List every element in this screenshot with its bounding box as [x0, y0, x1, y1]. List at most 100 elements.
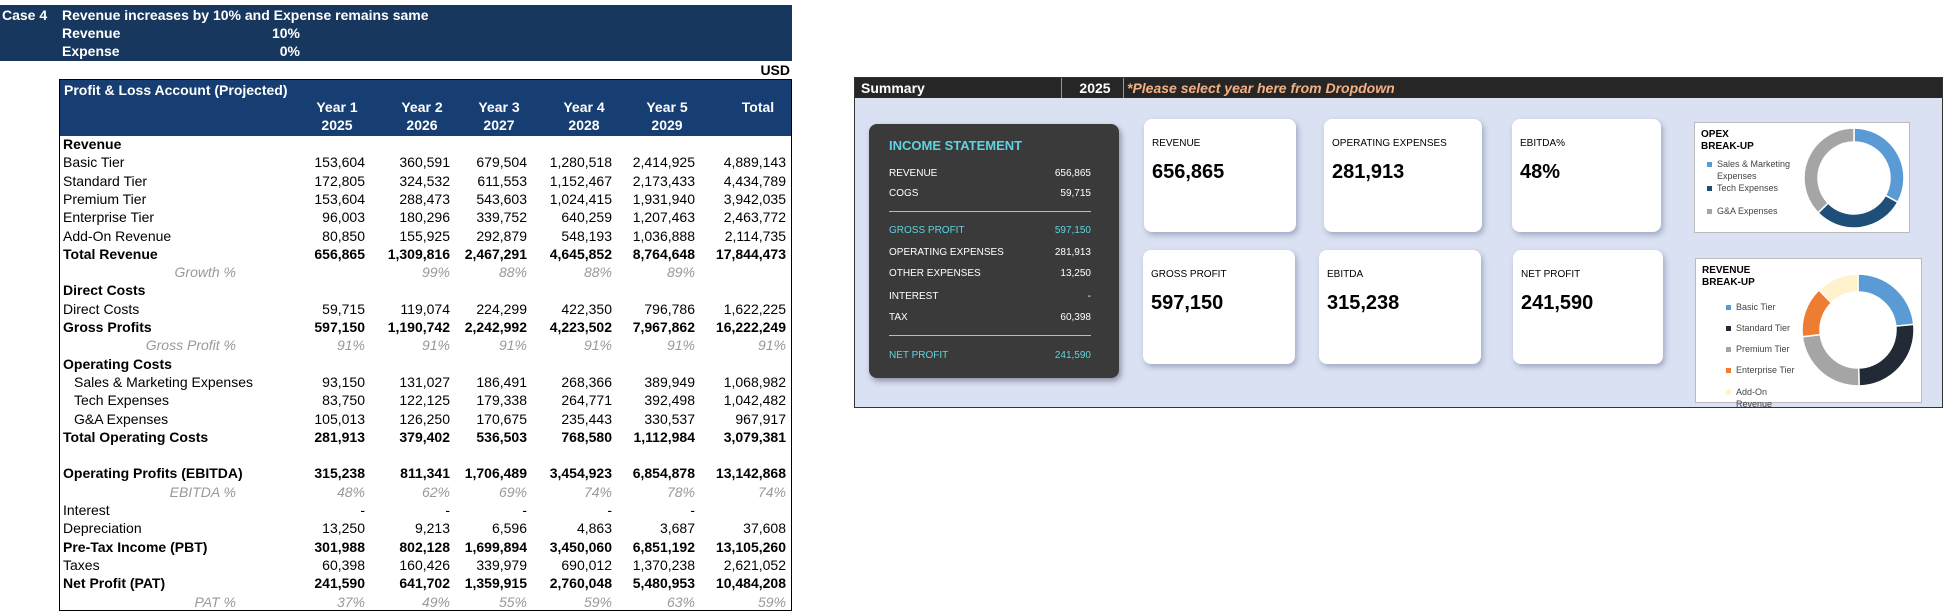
cell: 37,608: [743, 520, 786, 537]
cell: 796,786: [644, 300, 695, 317]
row-label: Total Revenue: [63, 245, 158, 262]
cell: 339,979: [476, 556, 527, 573]
row-label: Gross Profits: [63, 319, 152, 335]
cell: 656,865: [314, 245, 365, 262]
row-label: Total Operating Costs: [63, 428, 209, 445]
cell: 768,580: [561, 428, 612, 445]
cell: 264,771: [561, 392, 612, 409]
cell: 88%: [583, 264, 612, 281]
cell: 1,699,894: [464, 538, 527, 555]
cell: 119,074: [400, 300, 450, 317]
cell: 96,003: [322, 209, 365, 226]
assumption-label: Expense: [62, 43, 120, 59]
legend-label: Tech Expenses: [1717, 183, 1779, 193]
currency: USD: [760, 62, 790, 78]
donut-slice: [1803, 127, 1855, 214]
cell: 80,850: [322, 227, 365, 244]
cell: 16,222,249: [715, 319, 786, 335]
cell: 13,105,260: [715, 538, 786, 555]
legend-label: Basic Tier: [1736, 302, 1776, 312]
cell: 63%: [666, 593, 695, 610]
cell: 389,949: [644, 373, 695, 390]
kpi-label: REVENUE: [1152, 138, 1201, 149]
cell: 186,491: [476, 373, 527, 390]
cell: 802,128: [399, 538, 450, 555]
column-label: Total: [741, 99, 775, 115]
cell: 339,752: [476, 209, 527, 226]
income-label: REVENUE: [889, 168, 938, 179]
cell: 2,414,925: [632, 154, 695, 171]
divider: [889, 335, 1091, 336]
cell: 379,402: [399, 428, 450, 445]
row-label: Sales & Marketing Expenses: [74, 373, 253, 390]
cell: 6,851,192: [632, 538, 695, 555]
column-label: Year 1: [316, 99, 358, 115]
row-label: G&A Expenses: [74, 410, 169, 427]
cell: -: [522, 502, 527, 518]
legend-label: Enterprise Tier: [1736, 365, 1795, 375]
kpi-value: 315,238: [1327, 292, 1400, 314]
income-label: TAX: [889, 312, 908, 323]
cell: 301,988: [314, 538, 365, 555]
cell: 4,434,789: [723, 172, 786, 189]
row-label: Direct Costs: [63, 282, 146, 299]
cell: 392,498: [644, 392, 695, 409]
row-label: Basic Tier: [63, 154, 125, 171]
column-label: Year 2: [401, 99, 443, 115]
cell: 288,473: [399, 190, 450, 207]
cell: 315,238: [314, 465, 365, 482]
row-label: Revenue: [63, 136, 122, 152]
kpi-value: 281,913: [1332, 161, 1405, 183]
cell: 60,398: [322, 556, 365, 573]
cell: 2,173,433: [632, 172, 695, 189]
row-label: EBITDA %: [169, 483, 236, 500]
row-label: Depreciation: [63, 520, 142, 537]
row-label: Growth %: [174, 264, 236, 281]
cell: 4,863: [576, 520, 612, 537]
legend-swatch: [1707, 186, 1712, 191]
cell: 13,142,868: [715, 465, 786, 482]
cell: 1,042,482: [723, 392, 786, 409]
row-label: Taxes: [63, 556, 100, 573]
cell: 268,366: [561, 373, 612, 390]
income-statement: INCOME STATEMENT REVENUE 656,865 COGS 59,715…: [869, 124, 1119, 378]
income-value: -: [1087, 291, 1091, 302]
divider: [889, 211, 1091, 212]
cell: 690,012: [561, 556, 612, 573]
cell: 153,604: [314, 190, 365, 207]
kpi-value: 241,590: [1521, 292, 1594, 314]
case-label: Case 4: [2, 7, 48, 23]
donut-slice: [1857, 273, 1915, 327]
cell: 37%: [336, 593, 365, 610]
row-label: PAT %: [194, 593, 237, 610]
income-value: 597,150: [1054, 225, 1091, 236]
cell: 4,889,143: [723, 154, 786, 171]
chart-title: REVENUE BREAK-UP: [1702, 265, 1755, 288]
cell: 422,350: [561, 300, 612, 317]
cell: 241,590: [314, 575, 365, 592]
row-label: Interest: [63, 502, 110, 518]
cell: 170,675: [476, 410, 527, 427]
cell: 48%: [336, 483, 365, 500]
income-label: NET PROFIT: [889, 350, 949, 361]
cell: 7,967,862: [632, 319, 695, 335]
cell: 641,702: [399, 575, 450, 592]
income-title: INCOME STATEMENT: [889, 138, 1023, 153]
cell: 17,844,473: [715, 245, 786, 262]
donut-slice: [1857, 323, 1915, 387]
legend-swatch: [1726, 390, 1731, 395]
kpi-label: NET PROFIT: [1521, 269, 1581, 280]
legend-label: Add-On Revenue: [1736, 387, 1773, 409]
cell: 88%: [498, 264, 527, 281]
income-value: 59,715: [1060, 188, 1091, 199]
cell: 59%: [757, 593, 786, 610]
chart-box: REVENUE BREAK-UP Basic Tier Standard Tier P…: [1695, 258, 1922, 409]
cell: 324,532: [399, 172, 450, 189]
cell: 91%: [336, 337, 365, 354]
cell: 83,750: [322, 392, 365, 409]
income-value: 60,398: [1060, 312, 1091, 323]
kpi-value: 656,865: [1152, 161, 1225, 183]
case-description: Revenue increases by 10% and Expense rem…: [62, 7, 429, 23]
row-label: Add-On Revenue: [63, 227, 172, 244]
